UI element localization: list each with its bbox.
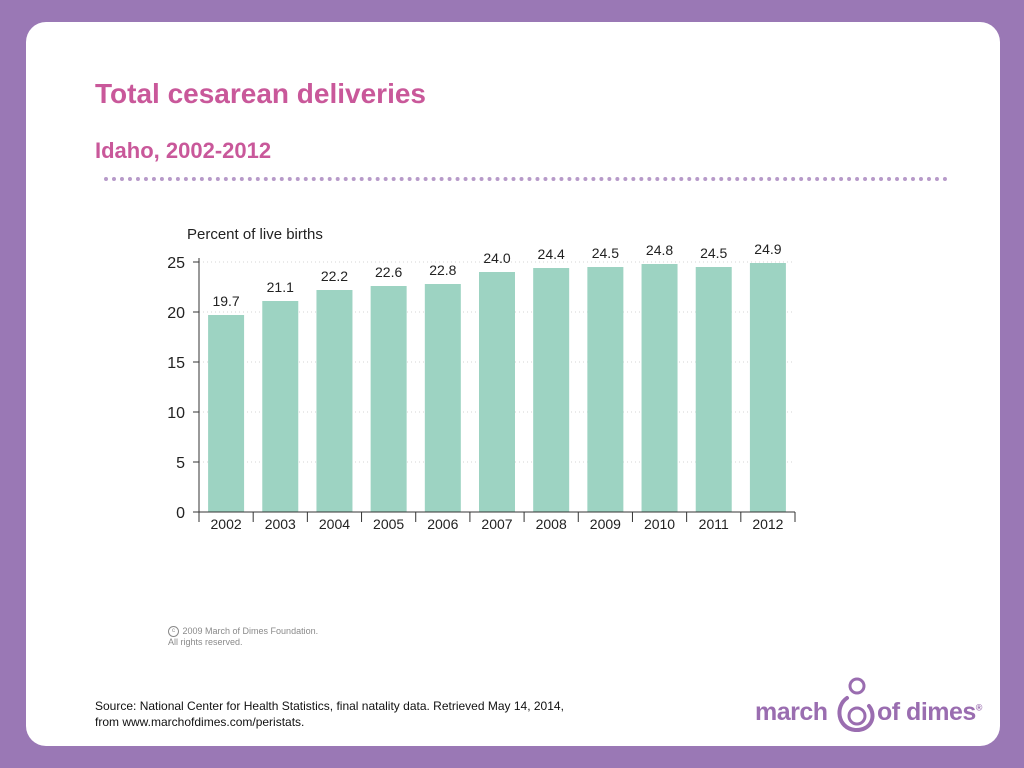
value-label-2006: 22.8 <box>429 262 456 278</box>
bar-2005 <box>370 286 407 512</box>
value-label-2005: 22.6 <box>375 264 402 280</box>
x-tick-label-2003: 2003 <box>265 516 296 532</box>
march-of-dimes-logo: march of dimes® <box>755 676 995 736</box>
bar-2006 <box>424 284 461 512</box>
value-label-2004: 22.2 <box>321 268 348 284</box>
bar-2010 <box>641 264 678 512</box>
dotted-divider <box>104 177 948 181</box>
value-label-2007: 24.0 <box>483 250 510 266</box>
logo-word-march: march <box>755 698 828 726</box>
value-label-2010: 24.8 <box>646 242 673 258</box>
copyright-notice: c 2009 March of Dimes Foundation. All ri… <box>168 626 318 648</box>
value-label-2002: 19.7 <box>212 293 239 309</box>
copyright-icon: c <box>168 626 179 638</box>
y-tick-label: 25 <box>167 255 185 272</box>
y-tick-label: 0 <box>176 505 185 522</box>
value-label-2011: 24.5 <box>700 245 727 261</box>
bar-2002 <box>208 315 245 512</box>
source-line-1: Source: National Center for Health Stati… <box>95 699 564 713</box>
x-tick-label-2002: 2002 <box>211 516 242 532</box>
x-tick-label-2008: 2008 <box>536 516 567 532</box>
logo-word-of-dimes-text: of dimes <box>877 698 976 726</box>
x-tick-label-2010: 2010 <box>644 516 675 532</box>
bar-2007 <box>479 272 515 512</box>
bar-2008 <box>533 268 570 512</box>
y-tick-label: 15 <box>167 355 185 372</box>
bar-2003 <box>262 301 299 512</box>
mother-baby-logo-icon <box>837 677 875 732</box>
y-axis-label: Percent of live births <box>187 226 323 243</box>
bar-2009 <box>587 267 624 512</box>
y-tick-label: 20 <box>167 305 185 322</box>
value-label-2009: 24.5 <box>592 245 619 261</box>
bar-2004 <box>316 290 353 512</box>
x-tick-label-2012: 2012 <box>752 516 783 532</box>
slide-title: Total cesarean deliveries <box>95 78 426 109</box>
bar-2012 <box>749 263 786 512</box>
x-tick-label-2011: 2011 <box>699 516 729 532</box>
y-tick-label: 5 <box>176 455 185 472</box>
registered-mark: ® <box>975 702 983 713</box>
x-tick-label-2004: 2004 <box>319 516 350 532</box>
x-tick-label-2005: 2005 <box>373 516 404 532</box>
x-tick-label-2009: 2009 <box>590 516 621 532</box>
value-label-2003: 21.1 <box>267 279 294 295</box>
source-line-2: from www.marchofdimes.com/peristats. <box>95 715 305 729</box>
logo-word-of-dimes: of dimes® <box>877 698 982 727</box>
value-label-2008: 24.4 <box>538 246 565 262</box>
x-tick-label-2007: 2007 <box>481 516 512 532</box>
source-note: Source: National Center for Health Stati… <box>95 698 564 730</box>
bar-2011 <box>695 267 732 512</box>
value-label-2012: 24.9 <box>754 241 781 257</box>
slide-subtitle: Idaho, 2002-2012 <box>95 138 272 163</box>
x-tick-label-2006: 2006 <box>427 516 458 532</box>
copyright-line-2: All rights reserved. <box>168 637 243 648</box>
y-tick-label: 10 <box>167 405 185 422</box>
copyright-line-1: 2009 March of Dimes Foundation. <box>182 626 319 636</box>
